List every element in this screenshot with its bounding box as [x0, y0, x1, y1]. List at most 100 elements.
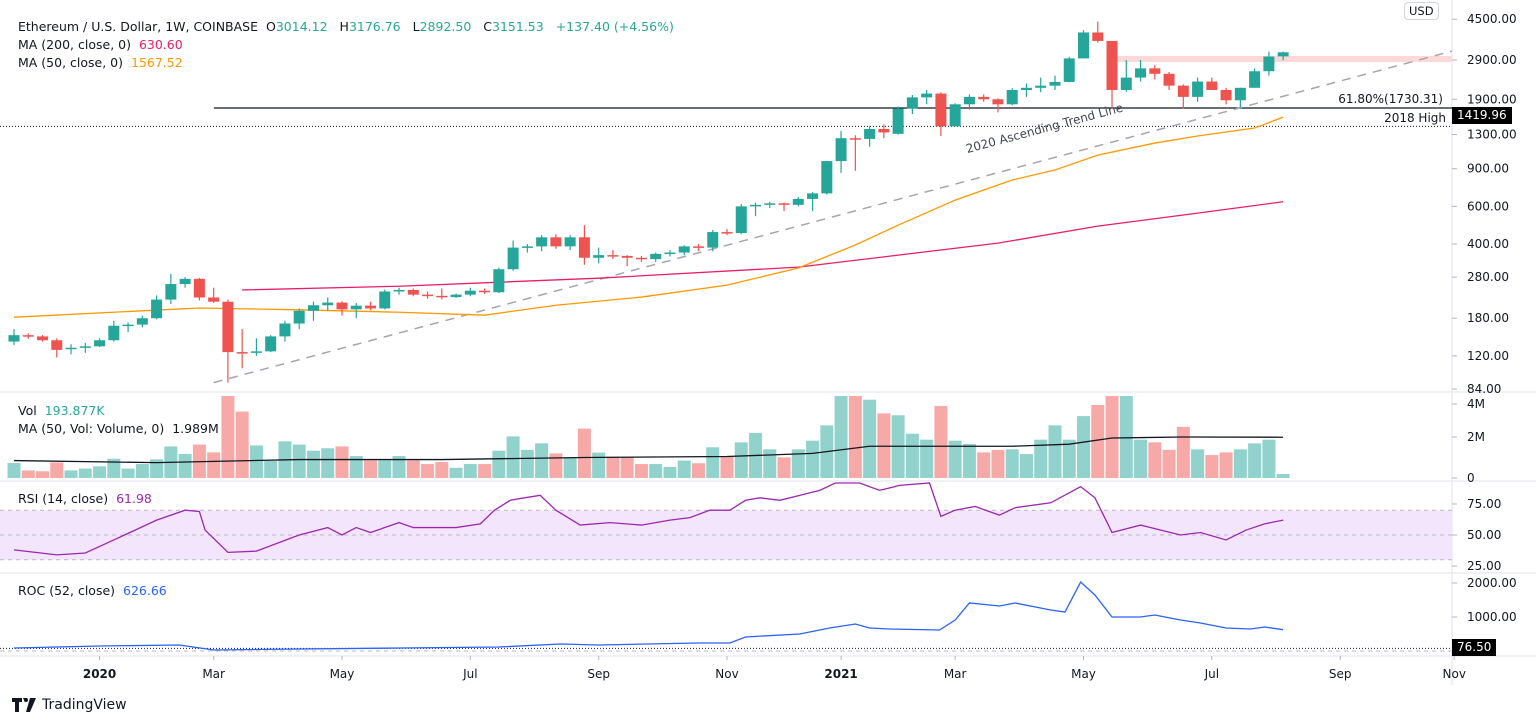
- candle-body: [65, 347, 77, 350]
- symbol-title: Ethereum / U.S. Dollar, 1W, COINBASE: [18, 19, 259, 34]
- candle: [422, 291, 434, 299]
- time-tick-label: Nov: [715, 667, 738, 681]
- volume-bar: [1176, 426, 1190, 478]
- price-tick-label: 120.00: [1467, 349, 1509, 363]
- candle-body: [564, 237, 576, 247]
- close-letter: C: [483, 19, 493, 34]
- candle: [564, 235, 576, 251]
- candle: [521, 244, 533, 253]
- volume-bar: [264, 460, 278, 478]
- candle-body: [650, 253, 662, 260]
- volume-bar: [492, 450, 506, 478]
- candle-body: [122, 324, 134, 327]
- candle-body: [1163, 73, 1175, 86]
- candle: [949, 103, 961, 127]
- price-tick-label: 280.00: [1467, 270, 1509, 284]
- ascending-trend-line: [213, 50, 1453, 384]
- candle: [493, 267, 505, 294]
- volume-bar: [1091, 405, 1105, 478]
- fib-level-label: 61.80%(1730.31): [1338, 92, 1443, 106]
- high-2018-label: 2018 High: [1384, 111, 1446, 125]
- time-tick-label: Jul: [1204, 667, 1219, 681]
- candle-body: [536, 237, 548, 247]
- candle: [250, 338, 262, 356]
- roc-tick-label: 1000.00: [1467, 610, 1517, 624]
- price-tick-label: 4500.00: [1467, 12, 1517, 26]
- volume-bar: [406, 460, 420, 478]
- volume-bar: [948, 440, 962, 478]
- candle: [1006, 88, 1018, 106]
- rsi-value: 61.98: [116, 491, 152, 506]
- candle-body: [507, 247, 519, 270]
- price-tick-label: 400.00: [1467, 237, 1509, 251]
- volume-bar: [321, 448, 335, 478]
- volume-bar: [306, 450, 320, 478]
- candle-body: [593, 255, 605, 258]
- chart-canvas[interactable]: 4500.00 2900.00 1900.00 1300.00 900.00 600.00…: [0, 0, 1536, 690]
- high-label: H3176.76: [340, 19, 405, 34]
- volume-tick-label: 0: [1467, 471, 1475, 485]
- volume-bar: [449, 467, 463, 478]
- ma200-value: 630.60: [138, 37, 183, 52]
- candle-body: [949, 104, 961, 127]
- candle-body: [322, 302, 334, 306]
- candle-body: [692, 246, 704, 248]
- candle: [1277, 51, 1289, 61]
- candle-body: [365, 305, 376, 309]
- volume-bar: [606, 456, 620, 478]
- candle: [978, 94, 990, 102]
- volume-bar: [649, 464, 663, 478]
- candle: [22, 333, 34, 339]
- close-label: C3151.53: [483, 19, 547, 34]
- candle: [892, 106, 904, 135]
- ma200-label: MA (200, close, 0): [18, 37, 131, 52]
- price-tick-label: 84.00: [1467, 382, 1501, 396]
- candle: [265, 335, 277, 353]
- candle-body: [1078, 32, 1089, 59]
- candle-body: [1234, 87, 1246, 101]
- volume-bar: [563, 457, 577, 478]
- candle: [578, 225, 590, 265]
- candle-body: [51, 340, 63, 350]
- volume-bar: [1276, 474, 1290, 478]
- currency-button[interactable]: USD: [1404, 2, 1439, 20]
- candle-body: [764, 203, 776, 205]
- volume-bar: [1233, 449, 1247, 478]
- candle-body: [1106, 40, 1118, 90]
- time-tick-label: Jul: [462, 667, 477, 681]
- volume-bar: [577, 428, 591, 478]
- candle: [536, 235, 548, 252]
- candle: [1206, 77, 1218, 90]
- candle: [1020, 83, 1032, 97]
- volume-bar: [21, 470, 35, 478]
- volume-bar: [64, 470, 78, 478]
- candle: [849, 135, 861, 171]
- candle-body: [37, 336, 49, 341]
- tradingview-icon: [12, 698, 36, 712]
- time-tick-label: May: [1071, 667, 1096, 681]
- time-tick-label: Sep: [1329, 667, 1352, 681]
- volume-bar: [1062, 439, 1076, 478]
- time-tick-label: 2020: [83, 667, 116, 681]
- candle: [935, 92, 947, 136]
- volume-bar: [663, 466, 677, 478]
- volume-bar: [349, 456, 363, 478]
- volume-bar: [78, 468, 92, 478]
- candle: [108, 320, 120, 342]
- volume-bar: [36, 471, 50, 478]
- volume-bar: [920, 439, 934, 478]
- volume-bar: [1248, 443, 1262, 478]
- candle: [1149, 64, 1161, 80]
- tradingview-logo[interactable]: TradingView: [12, 697, 127, 713]
- volume-tick-label: 4M: [1467, 397, 1485, 411]
- open-label: O3014.12: [266, 19, 332, 34]
- candle-body: [1192, 81, 1204, 97]
- volume-bar: [863, 399, 877, 478]
- roc-tick-label: 2000.00: [1467, 576, 1517, 590]
- candle-body: [1120, 77, 1132, 90]
- close-value: 3151.53: [492, 19, 544, 34]
- time-tick-label: 2021: [824, 667, 857, 681]
- volume-bar: [977, 452, 991, 478]
- candle: [37, 335, 49, 342]
- candle: [208, 287, 220, 304]
